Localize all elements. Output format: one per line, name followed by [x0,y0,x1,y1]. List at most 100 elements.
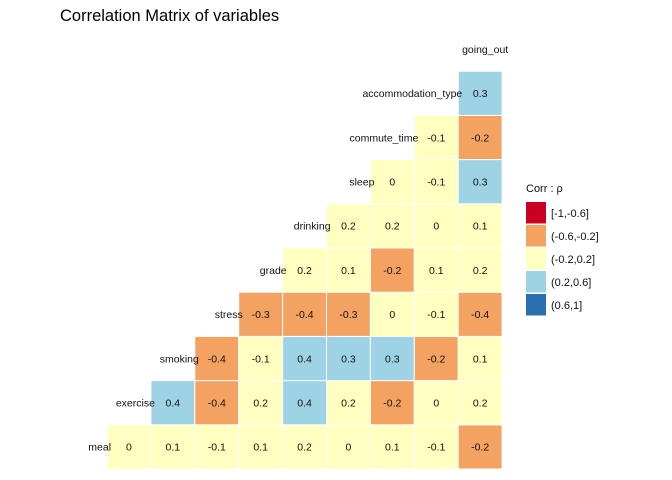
cell-grade-accommodation_type [413,247,459,293]
cell-value: -0.1 [252,353,270,365]
cell-stress-grade [238,291,284,337]
label-going_out: going_out [462,44,508,56]
cell-meal-drinking [282,424,328,470]
cell-value: 0.2 [473,265,488,277]
legend-swatch [526,294,546,316]
cell-value: -0.1 [208,442,226,454]
cell-value: 0.4 [297,398,312,410]
cell-meal-exercise [106,424,152,470]
cell-smoking-drinking [282,335,328,382]
cell-exercise-drinking [282,380,328,426]
heatmap-values: 0 0.1 -0.1 0.1 0.2 0 0.1 -0.1 -0.2 0.4 -0.4 0.2 0.4 0… [126,88,489,454]
legend-label: (-0.6,-0.2] [551,231,599,243]
cell-value: 0.3 [473,177,488,189]
legend-swatch [526,248,546,270]
cell-value: 0.1 [253,442,268,454]
cell-value: 0.2 [341,398,356,410]
cell-value: 0 [126,442,132,454]
label-exercise: exercise [116,398,155,410]
cell-value: 0.2 [297,265,312,277]
cell-meal-commute_time [369,424,415,470]
cell-value: -0.4 [208,398,226,410]
cell-value: 0.1 [341,265,356,277]
cell-value: -0.3 [339,309,357,321]
cell-value: 0.2 [385,221,400,233]
cell-value: 0 [346,442,352,454]
cell-exercise-grade [238,380,284,426]
legend-label: [-1,-0.6] [551,208,589,220]
legend-label: (0.6,1] [551,300,582,312]
label-meal: meal [88,442,111,454]
cell-meal-accommodation_type [413,424,459,470]
cell-value: 0.2 [253,398,268,410]
label-smoking: smoking [160,353,199,365]
cell-sleep-commute_time [369,159,415,205]
cell-exercise-accommodation_type [413,380,459,426]
cell-meal-sleep [326,424,371,470]
cell-value: -0.4 [208,353,226,365]
legend-title: Corr : ρ [526,183,563,195]
label-accommodation_type: accommodation_type [362,88,462,100]
cell-value: 0.3 [385,353,400,365]
cell-meal-going_out [457,424,503,470]
chart-title: Correlation Matrix of variables [60,7,279,25]
cell-value: -0.1 [427,177,445,189]
cell-smoking-accommodation_type [413,335,459,382]
cell-sleep-going_out [457,159,503,205]
cell-exercise-smoking [150,380,196,426]
label-sleep: sleep [349,177,374,189]
cell-drinking-accommodation_type [413,203,459,249]
cell-value: 0.3 [473,88,488,100]
cell-value: 0.1 [166,442,181,454]
label-commute_time: commute_time [349,132,418,144]
cell-value: -0.1 [427,309,445,321]
cell-value: 0.1 [429,265,444,277]
label-stress: stress [215,309,243,321]
cell-meal-smoking [150,424,196,470]
legend: Corr : ρ [-1,-0.6] (-0.6,-0.2] (-0.2,0.2] (… [526,183,599,316]
cell-sleep-accommodation_type [413,159,459,205]
cell-value: -0.1 [427,442,445,454]
cell-value: 0 [433,221,439,233]
cell-grade-going_out [457,247,503,293]
cell-value: 0 [389,177,395,189]
heatmap-cells [106,70,503,470]
cell-commute_time-accommodation_type [413,114,459,161]
cell-exercise-going_out [457,380,503,426]
cell-stress-accommodation_type [413,291,459,337]
cell-value: 0.2 [297,442,312,454]
cell-value: -0.2 [471,132,489,144]
legend-label: (-0.2,0.2] [551,254,595,266]
cell-stress-commute_time [369,291,415,337]
cell-stress-sleep [326,291,371,337]
cell-value: 0.2 [341,221,356,233]
cell-grade-drinking [282,247,328,293]
cell-value: 0.3 [341,353,356,365]
legend-swatch [526,271,546,293]
label-grade: grade [260,265,287,277]
cell-value: 0.1 [385,442,400,454]
label-drinking: drinking [294,221,331,233]
cell-drinking-sleep [326,203,371,249]
cell-value: -0.2 [383,265,401,277]
cell-value: -0.2 [427,353,445,365]
variable-labels: meal exercise smoking stress grade drinking sl… [88,44,508,454]
cell-value: -0.2 [383,398,401,410]
cell-value: 0.4 [297,353,312,365]
cell-stress-going_out [457,291,503,337]
cell-value: -0.2 [471,442,489,454]
cell-value: 0.2 [473,398,488,410]
cell-value: 0.1 [473,221,488,233]
cell-smoking-sleep [326,335,371,382]
cell-accommodation_type-going_out [457,70,503,116]
cell-value: -0.4 [471,309,489,321]
cell-value: 0.4 [166,398,181,410]
cell-value: 0 [389,309,395,321]
cell-smoking-grade [238,335,284,382]
cell-value: -0.3 [252,309,270,321]
legend-label: (0.2,0.6] [551,277,591,289]
legend-swatch [526,225,546,247]
cell-value: -0.1 [427,132,445,144]
cell-value: -0.4 [296,309,314,321]
